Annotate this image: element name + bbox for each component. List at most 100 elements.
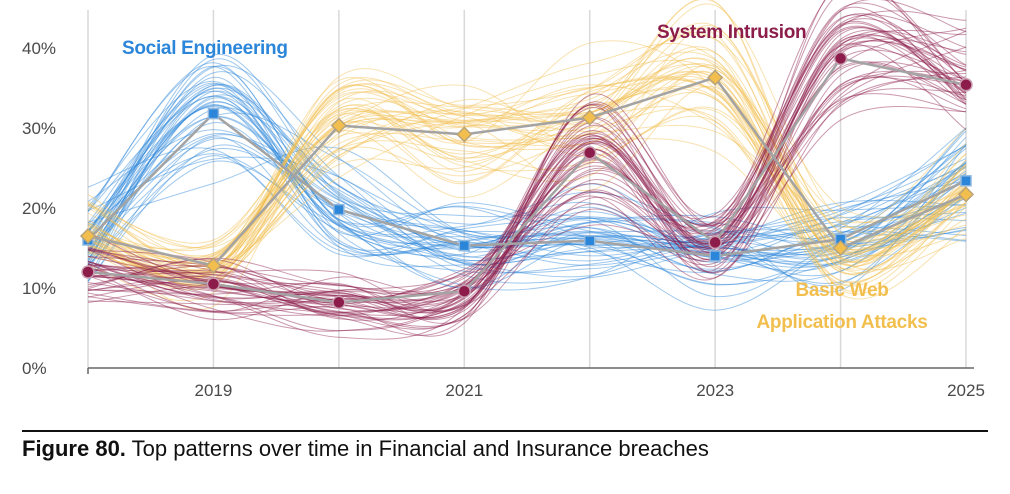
draw-line-social-engineering xyxy=(87,133,967,284)
draw-line-basic-web-application-attacks xyxy=(87,0,967,278)
draw-line-basic-web-application-attacks xyxy=(87,57,967,292)
draw-line-social-engineering xyxy=(87,101,967,260)
draw-line-system-intrusion xyxy=(87,6,967,319)
draw-line-system-intrusion xyxy=(87,27,967,321)
draw-line-basic-web-application-attacks xyxy=(87,90,967,302)
marker-social-engineering-2022 xyxy=(583,235,596,247)
draw-line-social-engineering xyxy=(87,97,967,282)
draw-line-social-engineering xyxy=(87,156,967,284)
draw-line-basic-web-application-attacks xyxy=(87,22,967,288)
marker-system-intrusion-2023 xyxy=(708,235,722,250)
y-tick-label: 40% xyxy=(22,39,56,58)
draw-line-system-intrusion xyxy=(87,35,967,312)
draw-line-basic-web-application-attacks xyxy=(87,79,967,274)
draw-line-system-intrusion xyxy=(87,14,967,321)
draw-line-basic-web-application-attacks xyxy=(87,40,967,275)
x-tick-label: 2025 xyxy=(947,381,985,400)
y-tick-label: 0% xyxy=(22,359,47,378)
draw-line-social-engineering xyxy=(87,65,967,286)
draw-line-system-intrusion xyxy=(87,61,967,319)
marker-basic-web-application-attacks-2024 xyxy=(832,239,849,257)
draw-line-basic-web-application-attacks xyxy=(87,32,967,280)
draw-line-basic-web-application-attacks xyxy=(87,70,967,277)
draw-line-system-intrusion xyxy=(87,70,967,313)
draw-line-system-intrusion xyxy=(87,106,967,314)
draw-line-system-intrusion xyxy=(87,40,967,316)
label-basic-web-line2: Application Attacks xyxy=(757,312,928,333)
marker-social-engineering-2021 xyxy=(458,239,471,252)
marker-system-intrusion-2022 xyxy=(582,146,597,160)
data-markers xyxy=(79,51,975,310)
marker-basic-web-application-attacks-2022 xyxy=(581,109,598,126)
draw-line-basic-web-application-attacks xyxy=(87,85,967,273)
draw-line-system-intrusion xyxy=(87,76,967,304)
draw-line-social-engineering xyxy=(87,138,967,257)
draw-line-system-intrusion xyxy=(87,75,967,317)
draw-line-social-engineering xyxy=(87,147,967,266)
draw-line-social-engineering xyxy=(87,104,967,246)
draw-line-system-intrusion xyxy=(87,88,967,304)
draw-line-social-engineering xyxy=(87,85,967,272)
draw-line-basic-web-application-attacks xyxy=(87,78,967,280)
draw-line-basic-web-application-attacks xyxy=(87,73,967,287)
draw-line-system-intrusion xyxy=(87,30,967,319)
line-chart: 0% 10% 20% 30% 40% 2019 2021 2023 2025 Social En… xyxy=(22,0,985,400)
draw-line-system-intrusion xyxy=(87,38,967,313)
draw-line-system-intrusion xyxy=(87,49,967,340)
draw-line-basic-web-application-attacks xyxy=(87,71,967,264)
draw-line-basic-web-application-attacks xyxy=(87,71,967,300)
marker-basic-web-application-attacks-2025 xyxy=(957,186,975,203)
draw-line-social-engineering xyxy=(87,87,967,263)
draw-line-social-engineering xyxy=(87,136,967,283)
draw-line-system-intrusion xyxy=(87,10,967,312)
uncertainty-bands xyxy=(87,0,967,340)
draw-line-social-engineering xyxy=(87,83,967,262)
draw-line-basic-web-application-attacks xyxy=(87,43,967,285)
marker-basic-web-application-attacks-2023 xyxy=(707,69,724,86)
label-social-engineering: Social Engineering xyxy=(122,38,288,59)
draw-line-system-intrusion xyxy=(87,29,967,320)
marker-social-engineering-2019 xyxy=(207,107,220,120)
draw-line-basic-web-application-attacks xyxy=(87,75,967,310)
draw-line-basic-web-application-attacks xyxy=(87,51,967,291)
draw-line-basic-web-application-attacks xyxy=(87,77,967,270)
draw-line-system-intrusion xyxy=(87,25,967,305)
draw-line-social-engineering xyxy=(87,103,967,287)
draw-line-social-engineering xyxy=(87,155,967,266)
draw-line-system-intrusion xyxy=(87,21,967,321)
draw-line-system-intrusion xyxy=(87,69,967,327)
draw-line-system-intrusion xyxy=(87,2,967,329)
mean-line-basic-web-application-attacks xyxy=(87,76,967,267)
marker-system-intrusion-2019 xyxy=(206,277,221,291)
x-tick-label: 2023 xyxy=(696,381,734,400)
draw-line-social-engineering xyxy=(87,83,967,265)
draw-line-social-engineering xyxy=(87,101,967,266)
draw-line-system-intrusion xyxy=(87,76,967,299)
draw-line-basic-web-application-attacks xyxy=(87,88,967,286)
draw-line-social-engineering xyxy=(87,145,967,278)
draw-line-social-engineering xyxy=(87,95,967,258)
marker-system-intrusion-2018 xyxy=(81,265,95,279)
mean-lines xyxy=(87,57,967,304)
draw-line-social-engineering xyxy=(87,105,967,274)
marker-basic-web-application-attacks-2018 xyxy=(79,227,97,245)
draw-line-basic-web-application-attacks xyxy=(87,120,967,275)
label-basic-web-line1: Basic Web xyxy=(795,280,888,301)
draw-line-system-intrusion xyxy=(87,0,967,304)
caption-divider xyxy=(22,430,988,432)
draw-line-system-intrusion xyxy=(87,0,967,324)
draw-line-basic-web-application-attacks xyxy=(87,59,967,271)
marker-basic-web-application-attacks-2021 xyxy=(456,126,473,143)
x-tick-label: 2021 xyxy=(445,381,483,400)
draw-line-social-engineering xyxy=(87,90,967,289)
draw-line-system-intrusion xyxy=(87,22,967,314)
draw-line-social-engineering xyxy=(87,95,967,298)
draw-line-basic-web-application-attacks xyxy=(87,46,967,295)
draw-line-system-intrusion xyxy=(87,35,967,312)
marker-basic-web-application-attacks-2019 xyxy=(205,257,222,274)
draw-line-basic-web-application-attacks xyxy=(87,77,967,249)
marker-basic-web-application-attacks-2020 xyxy=(330,117,347,134)
draw-line-basic-web-application-attacks xyxy=(87,76,967,267)
draw-line-system-intrusion xyxy=(87,30,967,295)
draw-line-system-intrusion xyxy=(87,18,967,309)
